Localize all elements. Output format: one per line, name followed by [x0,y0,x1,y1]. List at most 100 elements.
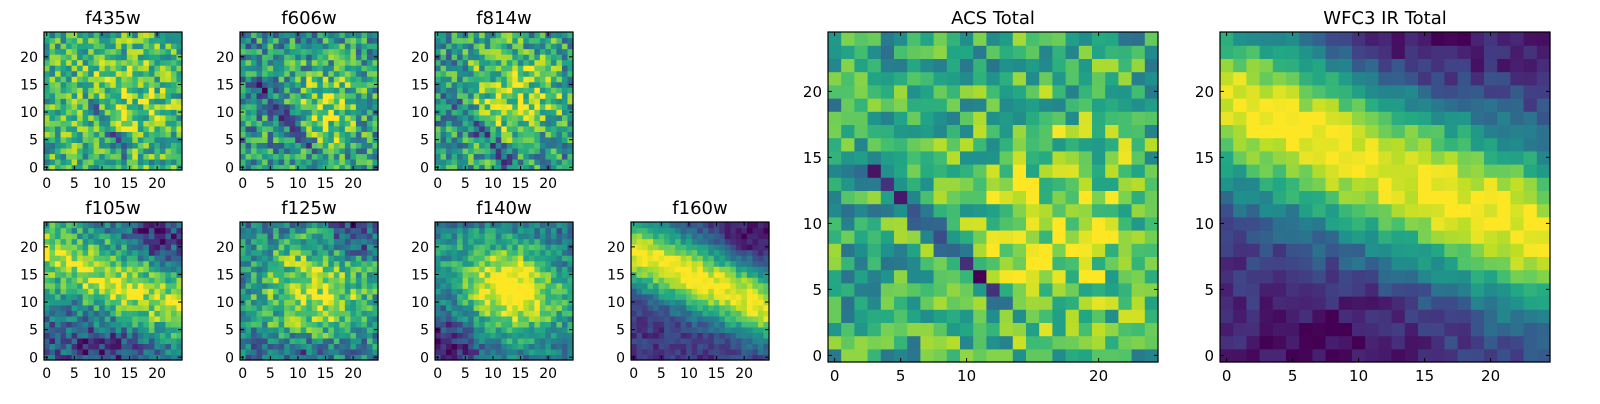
heatmap-cell [725,239,731,245]
heatmap-cell [138,43,144,49]
heatmap-cell [66,82,72,88]
heatmap-cell [127,332,133,338]
heatmap-cell [339,250,345,256]
heatmap-cell [1079,164,1093,178]
heatmap-cell [149,93,155,99]
heatmap-cell [518,277,524,283]
heatmap-cell [116,115,122,121]
heatmap-cell [138,137,144,143]
heatmap-cell [149,310,155,316]
heatmap-cell [143,54,149,60]
heatmap-cell [367,104,373,110]
heatmap-cell [339,299,345,305]
heatmap-cell [562,349,568,355]
heatmap-cell [290,115,296,121]
heatmap-cell [257,349,263,355]
heatmap-cell [540,54,546,60]
heatmap-cell [345,327,351,333]
heatmap-cell [681,338,687,344]
heatmap-cell [121,288,127,294]
heatmap-cell [339,228,345,234]
heatmap-cell [934,309,948,323]
heatmap-cell [741,255,747,261]
heatmap-cell [545,60,551,66]
heatmap-cell [138,349,144,355]
heatmap-cell [881,230,895,244]
heatmap-cell [55,65,61,71]
heatmap-cell [367,244,373,250]
heatmap-cell [556,321,562,327]
heatmap-cell [474,43,480,49]
heatmap-cell [323,82,329,88]
heatmap-cell [105,321,111,327]
heatmap-cell [295,305,301,311]
heatmap-cell [529,338,535,344]
heatmap-cell [110,244,116,250]
heatmap-cell [334,142,340,148]
heatmap-cell [894,270,908,284]
heatmap-cell [1013,309,1027,323]
heatmap-cell [61,93,67,99]
heatmap-cell [72,137,78,143]
heatmap-cell [512,299,518,305]
heatmap-cell [523,228,529,234]
heatmap-cell [446,266,452,272]
heatmap-cell [279,76,285,82]
heatmap-cell [714,310,720,316]
heatmap-cell [435,87,441,93]
heatmap-cell [312,159,318,165]
heatmap-cell [127,76,133,82]
heatmap-cell [138,38,144,44]
heatmap-cell [452,327,458,333]
heatmap-cell [55,54,61,60]
heatmap-cell [61,316,67,322]
heatmap-cell [50,277,56,283]
heatmap-cell [681,299,687,305]
heatmap-cell [479,87,485,93]
heatmap-cell [719,338,725,344]
heatmap-cell [474,126,480,132]
heatmap-cell [246,272,252,278]
heatmap-cell [474,159,480,165]
heatmap-cell [446,76,452,82]
heatmap-cell [692,244,698,250]
heatmap-cell [328,153,334,159]
y-tick-label: 5 [29,323,38,339]
heatmap-cell [132,343,138,349]
heatmap-cell [72,272,78,278]
heatmap-cell [149,32,155,38]
heatmap-cell [350,288,356,294]
heatmap-cell [534,54,540,60]
heatmap-cell [490,142,496,148]
heatmap-cell [160,126,166,132]
heatmap-cell [441,332,447,338]
heatmap-cell [149,244,155,250]
heatmap-cell [452,60,458,66]
heatmap-cell [339,76,345,82]
x-tick-label: 10 [93,176,111,192]
heatmap-cell [367,76,373,82]
heatmap-cell [301,288,307,294]
heatmap-cell [334,272,340,278]
heatmap-cell [545,327,551,333]
heatmap-cell [361,65,367,71]
heatmap-cell [268,233,274,239]
heatmap-cell [55,82,61,88]
heatmap-cell [361,332,367,338]
heatmap-cell [251,327,257,333]
heatmap-cell [88,142,94,148]
heatmap-cell [323,228,329,234]
heatmap-cell [290,288,296,294]
heatmap-cell [545,266,551,272]
heatmap-cell [240,239,246,245]
heatmap-cell [485,159,491,165]
heatmap-cell [725,349,731,355]
heatmap-cell [94,338,100,344]
heatmap-cell [55,93,61,99]
heatmap-cell [446,87,452,93]
heatmap-cell [934,230,948,244]
heatmap-cell [556,310,562,316]
heatmap-cell [257,131,263,137]
heatmap-cell [165,228,171,234]
heatmap-cell [61,222,67,228]
